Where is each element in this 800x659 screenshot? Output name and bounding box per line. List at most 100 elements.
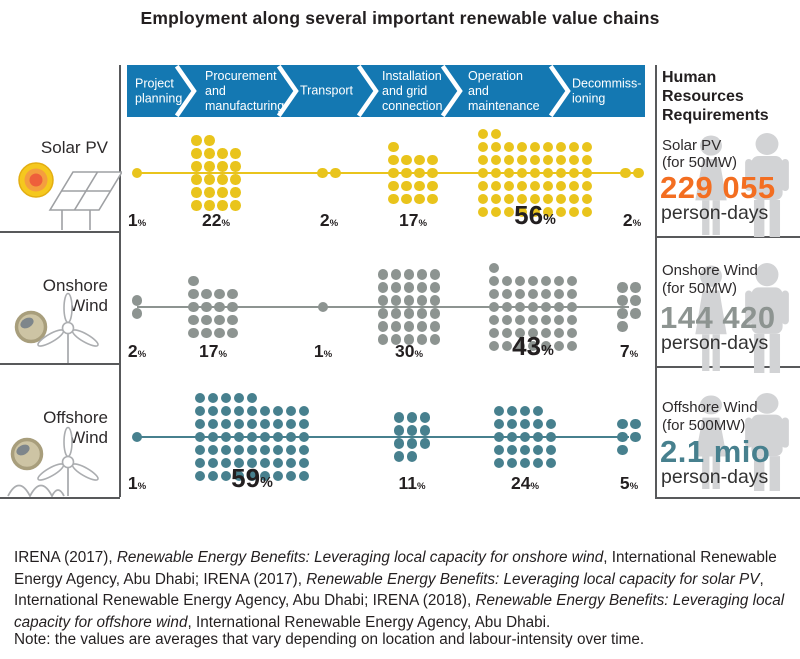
person-man-icon: [742, 263, 792, 378]
dot: [581, 206, 593, 218]
dot: [259, 418, 271, 430]
row-label: Onshore Wind: [42, 276, 108, 315]
dot: [527, 288, 539, 300]
dot: [566, 301, 578, 313]
dot: [207, 444, 219, 456]
dot: [377, 269, 389, 280]
dot: [488, 262, 500, 274]
dot: [393, 438, 405, 449]
dot: [429, 295, 441, 306]
dot: [403, 269, 415, 280]
dot: [403, 308, 415, 319]
dot: [298, 405, 310, 417]
dot: [617, 282, 628, 293]
dot: [414, 180, 425, 192]
reference-text: , International Renewable Energy Agency,…: [14, 570, 764, 610]
reference-text: IRENA (2017),: [14, 549, 117, 566]
dot: [506, 405, 518, 417]
pct-label: 1%: [314, 341, 332, 362]
stage-chevron-icon: [548, 64, 571, 118]
dot: [519, 457, 531, 469]
dot: [630, 282, 641, 293]
dot: [519, 444, 531, 456]
dot: [542, 193, 554, 205]
dot: [227, 288, 238, 300]
dot: [259, 444, 271, 456]
dot: [490, 193, 502, 205]
dot: [204, 174, 215, 185]
dot: [427, 193, 438, 205]
pct-label: 5%: [620, 473, 638, 494]
dot: [246, 418, 258, 430]
dot: [532, 431, 544, 443]
dot: [233, 392, 245, 404]
percent-sign: %: [629, 349, 639, 360]
dot: [194, 405, 206, 417]
hrr-tech-label: Onshore Wind: [662, 262, 758, 279]
dot: [233, 431, 245, 443]
hrr-unit-label: person-days: [661, 332, 769, 354]
dot: [377, 308, 389, 319]
dot: [427, 180, 438, 192]
dot: [227, 314, 238, 326]
dot: [490, 141, 502, 153]
dot: [506, 457, 518, 469]
dot: [545, 431, 557, 443]
dot: [214, 301, 225, 313]
percent-sign: %: [632, 218, 642, 229]
percent-sign: %: [137, 481, 147, 492]
dot: [416, 269, 428, 280]
dot: [406, 425, 418, 436]
person-woman-icon: [688, 395, 734, 494]
dot: [553, 314, 565, 326]
dot: [493, 431, 505, 443]
dot: [429, 334, 441, 345]
dot: [188, 288, 199, 300]
dot: [403, 282, 415, 293]
dot: [201, 288, 212, 300]
solar-icon: [10, 150, 124, 232]
dot: [529, 167, 541, 179]
dot: [217, 200, 228, 211]
dot: [401, 154, 412, 166]
dot: [581, 154, 593, 166]
solar-row-baseline: [0, 231, 120, 233]
dot: [285, 405, 297, 417]
dot: [540, 340, 552, 352]
row-label: Offshore Wind: [43, 408, 108, 447]
dot: [377, 321, 389, 332]
dot: [617, 418, 628, 430]
dot: [207, 470, 219, 482]
pct-label: 59%: [231, 463, 273, 494]
dot: [191, 187, 202, 198]
stage-chevron-icon: [440, 64, 463, 118]
pct-label: 2%: [128, 341, 146, 362]
dot: [542, 154, 554, 166]
dot: [516, 180, 528, 192]
dot: [272, 457, 284, 469]
dot: [429, 308, 441, 319]
dot: [516, 154, 528, 166]
dot: [429, 282, 441, 293]
pct-label: 1%: [128, 473, 146, 494]
dot: [298, 457, 310, 469]
dot: [403, 334, 415, 345]
dot: [191, 200, 202, 211]
reference-text: , International Renewable Energy Agency,…: [14, 549, 777, 588]
dot: [194, 470, 206, 482]
hrr-tech-label: Offshore Wind: [662, 399, 758, 416]
dot: [298, 431, 310, 443]
percent-sign: %: [137, 349, 147, 360]
dot: [259, 405, 271, 417]
dot: [414, 167, 425, 179]
dot: [220, 392, 232, 404]
dot: [272, 444, 284, 456]
dot: [230, 200, 241, 211]
dot: [617, 431, 628, 443]
dot: [406, 451, 418, 462]
dot: [501, 275, 513, 287]
hrr-capacity-label: (for 50MW): [662, 280, 737, 297]
dot: [527, 327, 539, 339]
dot: [566, 288, 578, 300]
dot: [477, 154, 489, 166]
